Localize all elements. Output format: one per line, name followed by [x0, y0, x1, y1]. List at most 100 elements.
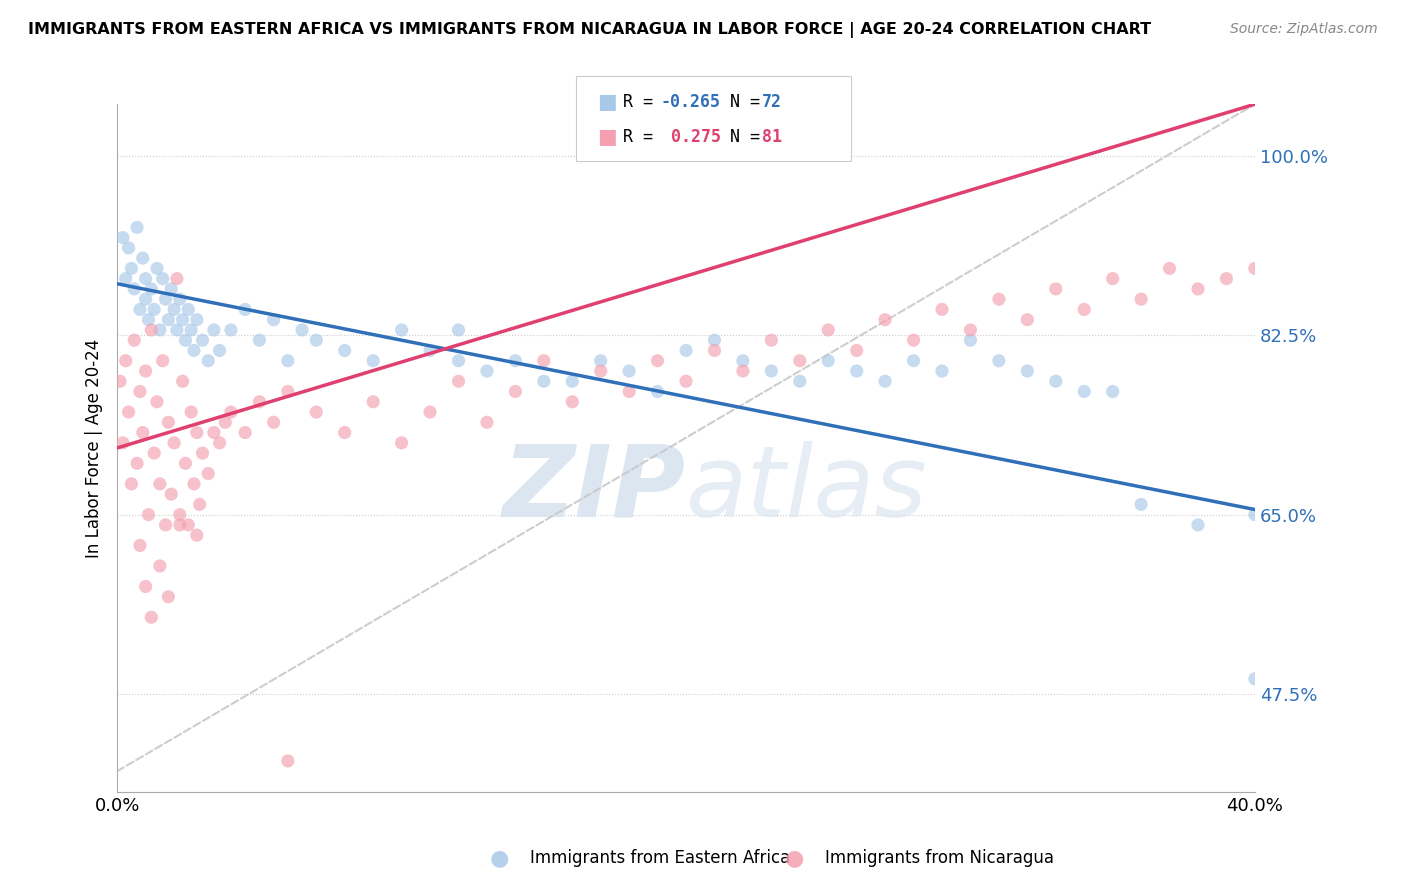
Point [129, 302, 152, 317]
Point [120, 261, 142, 276]
Point [1101, 384, 1123, 399]
Point [138, 312, 160, 326]
Point [447, 374, 470, 388]
Point [129, 384, 152, 399]
Point [122, 333, 145, 347]
Point [817, 323, 839, 337]
Point [172, 312, 194, 326]
Point [761, 333, 783, 347]
Point [149, 476, 172, 491]
Point [789, 353, 811, 368]
Point [1244, 508, 1267, 522]
Point [1045, 374, 1067, 388]
Point [1073, 302, 1095, 317]
Point [447, 323, 470, 337]
Point [143, 302, 166, 317]
Point [987, 292, 1010, 306]
Text: Immigrants from Nicaragua: Immigrants from Nicaragua [825, 849, 1054, 867]
Text: N =: N = [710, 128, 770, 146]
Point [141, 323, 163, 337]
Point [160, 282, 183, 296]
Point [166, 271, 188, 285]
Point [163, 302, 186, 317]
Point [533, 353, 555, 368]
Point [561, 394, 583, 409]
Point [177, 302, 200, 317]
Point [186, 528, 208, 542]
Point [647, 353, 669, 368]
Point [138, 508, 160, 522]
Point [197, 353, 219, 368]
Point [120, 476, 142, 491]
Point [111, 435, 134, 450]
Point [391, 323, 413, 337]
Point [188, 497, 211, 511]
Point [1187, 282, 1209, 296]
Point [361, 353, 384, 368]
Point [214, 415, 236, 429]
Point [180, 323, 202, 337]
Point [169, 517, 191, 532]
Point [141, 610, 163, 624]
Point [114, 271, 136, 285]
Text: IMMIGRANTS FROM EASTERN AFRICA VS IMMIGRANTS FROM NICARAGUA IN LABOR FORCE | AGE: IMMIGRANTS FROM EASTERN AFRICA VS IMMIGR… [28, 22, 1152, 38]
Point [152, 353, 174, 368]
Point [135, 271, 157, 285]
Point [1215, 271, 1237, 285]
Point [1244, 672, 1267, 686]
Point [180, 405, 202, 419]
Point [219, 405, 242, 419]
Point [135, 579, 157, 593]
Point [127, 220, 149, 235]
Point [391, 435, 413, 450]
Point [146, 261, 169, 276]
Point [183, 343, 205, 358]
Point [152, 271, 174, 285]
Point [647, 384, 669, 399]
Point [135, 292, 157, 306]
Point [959, 323, 981, 337]
Point [146, 394, 169, 409]
Point [157, 590, 180, 604]
Point [931, 302, 953, 317]
Point [263, 415, 285, 429]
Point [191, 333, 214, 347]
Text: 81: 81 [762, 128, 782, 146]
Point [169, 508, 191, 522]
Point [202, 425, 225, 440]
Point [731, 353, 754, 368]
Point [186, 425, 208, 440]
Point [132, 251, 155, 265]
Point [155, 517, 177, 532]
Point [233, 425, 256, 440]
Point [419, 405, 441, 419]
Point [127, 456, 149, 470]
Text: 72: 72 [762, 93, 782, 111]
Point [675, 374, 697, 388]
Point [561, 374, 583, 388]
Text: Immigrants from Eastern Africa: Immigrants from Eastern Africa [530, 849, 790, 867]
Text: R =: R = [623, 128, 662, 146]
Point [1159, 261, 1181, 276]
Text: Source: ZipAtlas.com: Source: ZipAtlas.com [1230, 22, 1378, 37]
Point [1017, 364, 1039, 378]
Point [1017, 312, 1039, 326]
Point [117, 241, 139, 255]
Point [208, 435, 231, 450]
Point [177, 517, 200, 532]
Point [129, 538, 152, 552]
Text: R =: R = [623, 93, 662, 111]
Point [845, 343, 868, 358]
Point [141, 282, 163, 296]
Point [111, 230, 134, 244]
Text: ■: ■ [598, 92, 617, 112]
Point [817, 353, 839, 368]
Point [789, 374, 811, 388]
Point [305, 333, 328, 347]
Point [219, 323, 242, 337]
Point [172, 374, 194, 388]
Point [291, 323, 314, 337]
Point [987, 353, 1010, 368]
Y-axis label: In Labor Force | Age 20-24: In Labor Force | Age 20-24 [86, 338, 103, 558]
Point [959, 333, 981, 347]
